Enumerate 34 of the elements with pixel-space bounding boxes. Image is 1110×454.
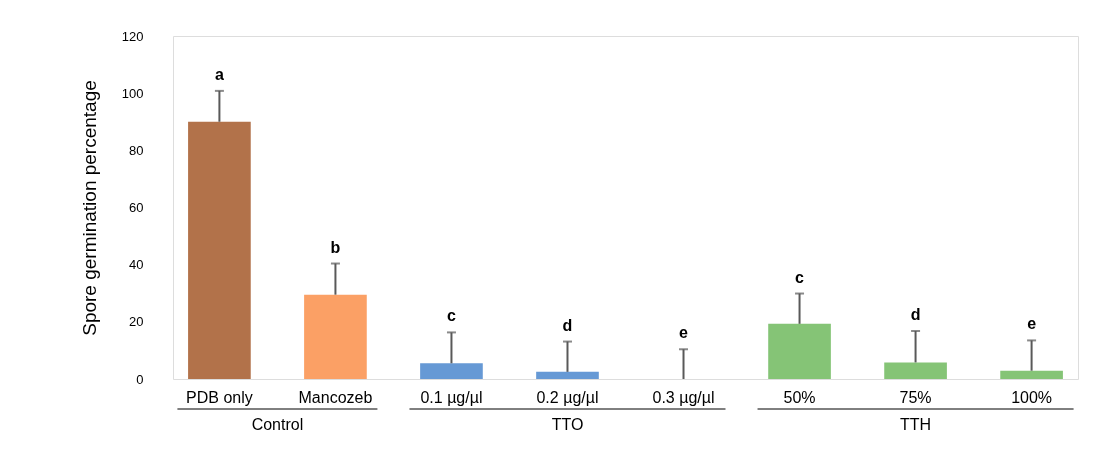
bar (188, 121, 251, 379)
text: Control (251, 416, 304, 433)
x-tick-label: 100% (1011, 388, 1053, 406)
annotation: a (214, 65, 224, 83)
annotation: d (910, 305, 921, 323)
bar (1000, 370, 1063, 379)
y-tick-label: 0 (136, 371, 144, 387)
annotation: d (562, 316, 573, 334)
x-tick-label: 0.2 µg/µl (536, 388, 599, 406)
annotation: c (795, 268, 805, 286)
bar (304, 294, 367, 379)
x-tick-label: Mancozeb (298, 388, 373, 406)
x-tick-label: 0.3 µg/µl (652, 388, 715, 406)
annotation: b (330, 238, 341, 256)
annotation: e (1027, 315, 1037, 333)
annotation: c (447, 307, 457, 325)
text: TTH (900, 416, 932, 433)
x-tick-label: 50% (783, 388, 816, 406)
bar (884, 362, 947, 379)
y-tick-label: 80 (129, 142, 144, 158)
y-tick-label: 60 (129, 200, 144, 215)
y-tick-label: 120 (121, 28, 144, 44)
bar (536, 371, 599, 379)
y-tick-label: 40 (129, 257, 144, 273)
x-tick-label: 0.1 µg/µl (420, 388, 483, 406)
y-tick-label: 20 (129, 314, 144, 330)
bar (768, 323, 831, 379)
text: TTO (551, 416, 584, 433)
x-tick-label: 75% (899, 388, 932, 406)
annotation: e (679, 324, 689, 342)
x-tick-label: PDB only (186, 388, 253, 406)
y-axis-title: Spore germination percentage (78, 80, 100, 336)
bar (420, 363, 483, 379)
y-tick-label: 100 (121, 85, 144, 101)
